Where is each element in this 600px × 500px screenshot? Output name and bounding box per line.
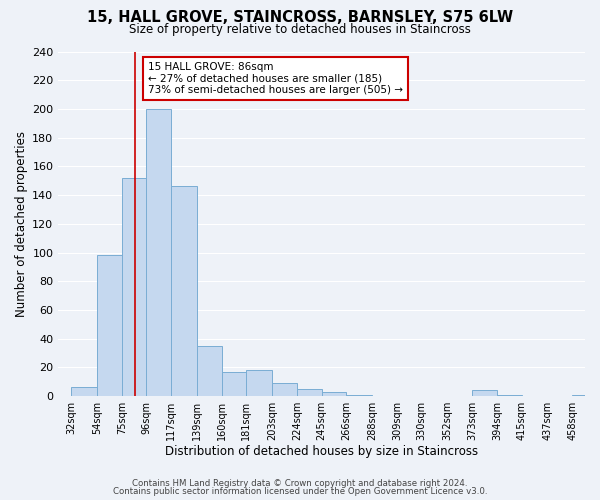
Text: Contains public sector information licensed under the Open Government Licence v3: Contains public sector information licen…: [113, 487, 487, 496]
Y-axis label: Number of detached properties: Number of detached properties: [15, 131, 28, 317]
Bar: [346, 394, 372, 396]
Bar: [97, 256, 122, 396]
Bar: [222, 372, 247, 396]
Bar: [297, 389, 322, 396]
Text: Size of property relative to detached houses in Staincross: Size of property relative to detached ho…: [129, 22, 471, 36]
Bar: [146, 109, 171, 396]
Bar: [572, 394, 597, 396]
X-axis label: Distribution of detached houses by size in Staincross: Distribution of detached houses by size …: [165, 444, 478, 458]
Bar: [472, 390, 497, 396]
Bar: [122, 178, 146, 396]
Bar: [197, 346, 222, 396]
Text: 15 HALL GROVE: 86sqm
← 27% of detached houses are smaller (185)
73% of semi-deta: 15 HALL GROVE: 86sqm ← 27% of detached h…: [148, 62, 403, 95]
Bar: [272, 383, 297, 396]
Text: Contains HM Land Registry data © Crown copyright and database right 2024.: Contains HM Land Registry data © Crown c…: [132, 478, 468, 488]
Bar: [71, 388, 97, 396]
Bar: [497, 394, 521, 396]
Bar: [171, 186, 197, 396]
Text: 15, HALL GROVE, STAINCROSS, BARNSLEY, S75 6LW: 15, HALL GROVE, STAINCROSS, BARNSLEY, S7…: [87, 10, 513, 25]
Bar: [247, 370, 272, 396]
Bar: [322, 392, 346, 396]
